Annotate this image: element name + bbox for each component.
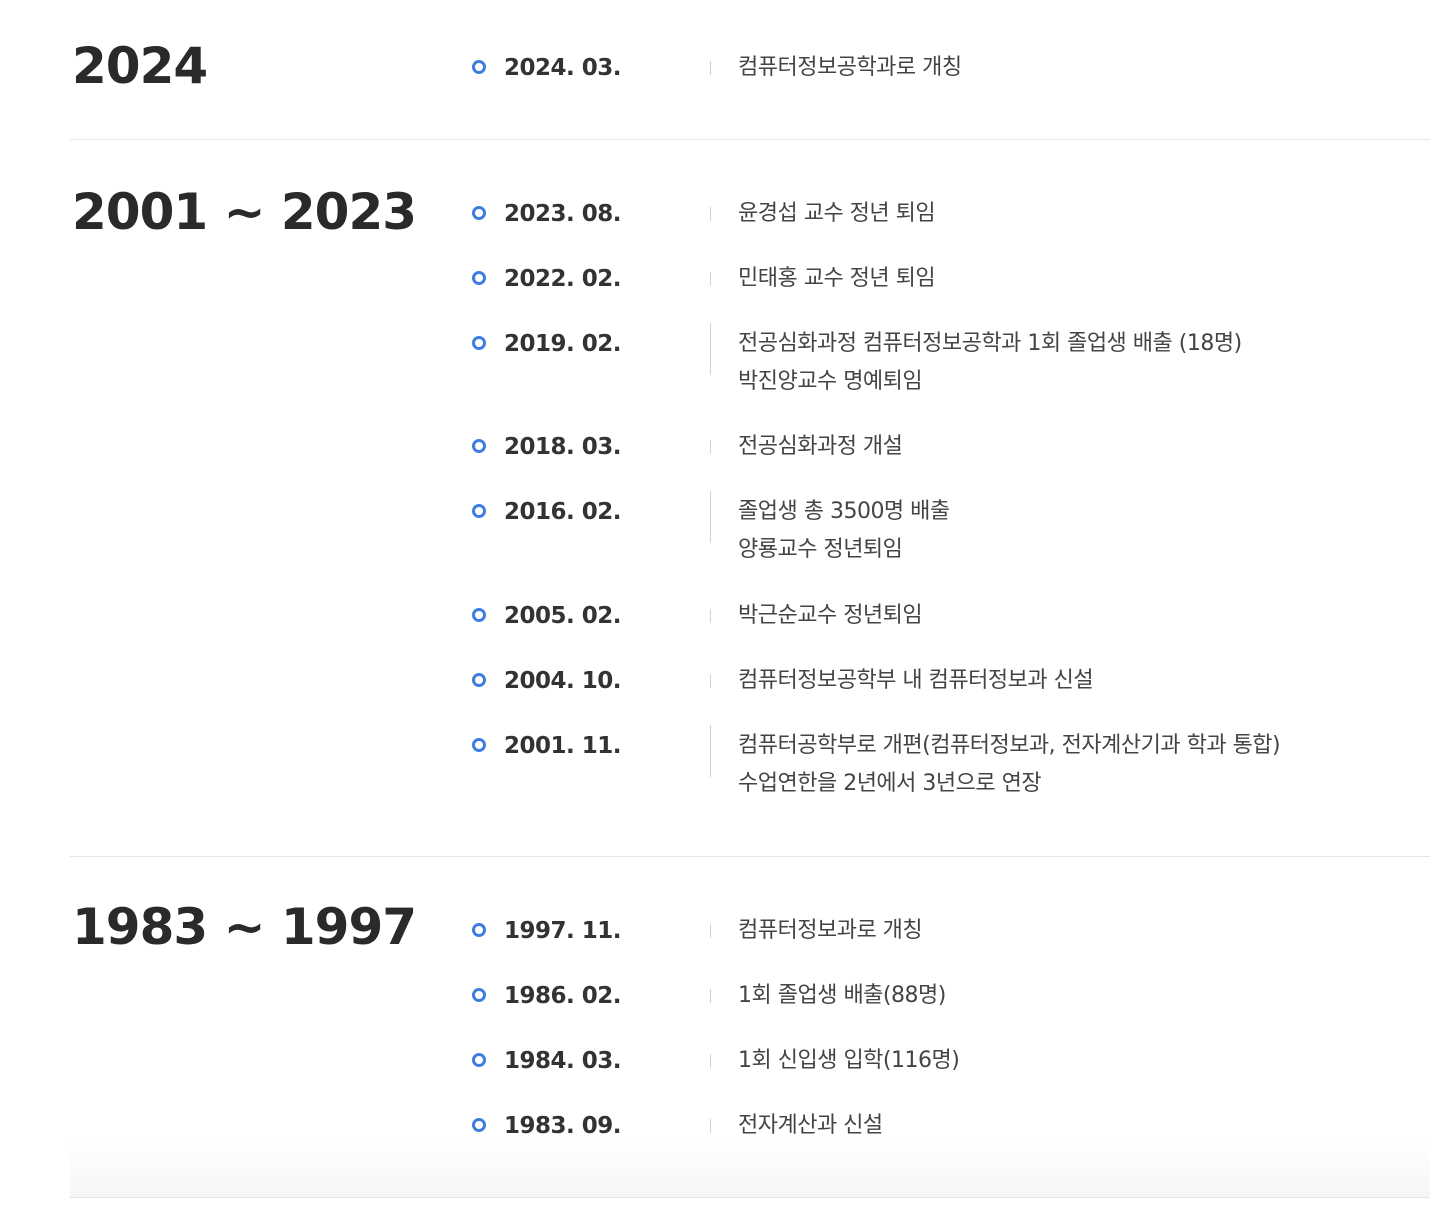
period-title: 2024 [72,37,208,95]
event-description: 1회 졸업생 배출(88명) [738,977,946,1015]
event-description-line: 박진양교수 명예퇴임 [738,369,923,394]
event-description: 컴퓨터정보공학과로 개칭 [738,49,962,87]
event-description-line: 전자계산과 신설 [738,1113,883,1138]
section-divider [70,139,1430,140]
section-divider [70,1197,1430,1198]
timeline-dot-icon [472,1053,486,1067]
timeline-dot-icon [472,439,486,453]
section-divider [70,856,1430,857]
event-separator [710,989,711,1003]
event-description-line: 1회 신입생 입학(116명) [738,1048,960,1073]
event-separator [710,609,711,623]
event-description-line: 양룡교수 정년퇴임 [738,537,903,562]
event-date: 2019. 02. [504,331,622,357]
event-description-line: 수업연한을 2년에서 3년으로 연장 [738,771,1042,796]
event-description: 컴퓨터공학부로 개편(컴퓨터정보과, 전자계산기과 학과 통합) 수업연한을 2… [738,727,1281,803]
event-description-line: 졸업생 총 3500명 배출 [738,499,950,524]
timeline-period-1983-1997: 1983 ~ 1997 1997. 11. 컴퓨터정보과로 개칭 1986. 0… [70,897,1430,1147]
timeline-dot-icon [472,336,486,350]
event-description: 전공심화과정 컴퓨터정보공학과 1회 졸업생 배출 (18명) 박진양교수 명예… [738,325,1242,401]
event-separator [710,61,711,75]
event-separator [710,323,711,375]
event-date: 2005. 02. [504,603,622,629]
event-description: 윤경섭 교수 정년 퇴임 [738,195,936,233]
event-date: 2023. 08. [504,201,622,227]
event-date: 1983. 09. [504,1113,622,1139]
event-description: 전자계산과 신설 [738,1107,883,1145]
event-date: 2022. 02. [504,266,622,292]
event-separator [710,1054,711,1068]
event-description-line: 1회 졸업생 배출(88명) [738,983,946,1008]
timeline-period-2001-2023: 2001 ~ 2023 2023. 08. 윤경섭 교수 정년 퇴임 2022.… [70,182,1430,822]
timeline-dot-icon [472,988,486,1002]
timeline-dot-icon [472,1118,486,1132]
event-description-line: 컴퓨터정보공학부 내 컴퓨터정보과 신설 [738,668,1094,693]
event-description: 컴퓨터정보과로 개칭 [738,912,923,950]
event-separator [710,674,711,688]
event-separator [710,440,711,454]
period-title: 1983 ~ 1997 [72,898,417,956]
event-description: 박근순교수 정년퇴임 [738,597,923,635]
event-separator [710,272,711,286]
event-date: 2016. 02. [504,499,622,525]
event-date: 1986. 02. [504,983,622,1009]
period-title: 2001 ~ 2023 [72,183,417,241]
event-separator [710,1119,711,1133]
event-separator [710,491,711,543]
event-description-line: 윤경섭 교수 정년 퇴임 [738,201,936,226]
event-date: 2001. 11. [504,733,622,759]
event-description-line: 전공심화과정 개설 [738,434,903,459]
event-description-line: 전공심화과정 컴퓨터정보공학과 1회 졸업생 배출 (18명) [738,331,1242,356]
event-separator [710,924,711,938]
timeline-dot-icon [472,271,486,285]
event-description-line: 컴퓨터공학부로 개편(컴퓨터정보과, 전자계산기과 학과 통합) [738,733,1281,758]
event-description: 졸업생 총 3500명 배출 양룡교수 정년퇴임 [738,493,950,569]
event-description: 1회 신입생 입학(116명) [738,1042,960,1080]
event-separator [710,207,711,221]
timeline-period-2024: 2024 2024. 03. 컴퓨터정보공학과로 개칭 [70,36,1430,106]
event-date: 1984. 03. [504,1048,622,1074]
event-date: 2004. 10. [504,668,622,694]
timeline-dot-icon [472,923,486,937]
timeline-dot-icon [472,60,486,74]
event-description: 전공심화과정 개설 [738,428,903,466]
event-description-line: 컴퓨터정보과로 개칭 [738,918,923,943]
timeline-dot-icon [472,738,486,752]
timeline-dot-icon [472,504,486,518]
event-date: 2024. 03. [504,55,622,81]
timeline-dot-icon [472,673,486,687]
timeline-dot-icon [472,608,486,622]
timeline-dot-icon [472,206,486,220]
bottom-fade [70,1140,1430,1198]
event-date: 2018. 03. [504,434,622,460]
event-description-line: 박근순교수 정년퇴임 [738,603,923,628]
event-description-line: 컴퓨터정보공학과로 개칭 [738,55,962,80]
event-separator [710,725,711,777]
event-date: 1997. 11. [504,918,622,944]
event-description: 컴퓨터정보공학부 내 컴퓨터정보과 신설 [738,662,1094,700]
event-description: 민태홍 교수 정년 퇴임 [738,260,936,298]
event-description-line: 민태홍 교수 정년 퇴임 [738,266,936,291]
